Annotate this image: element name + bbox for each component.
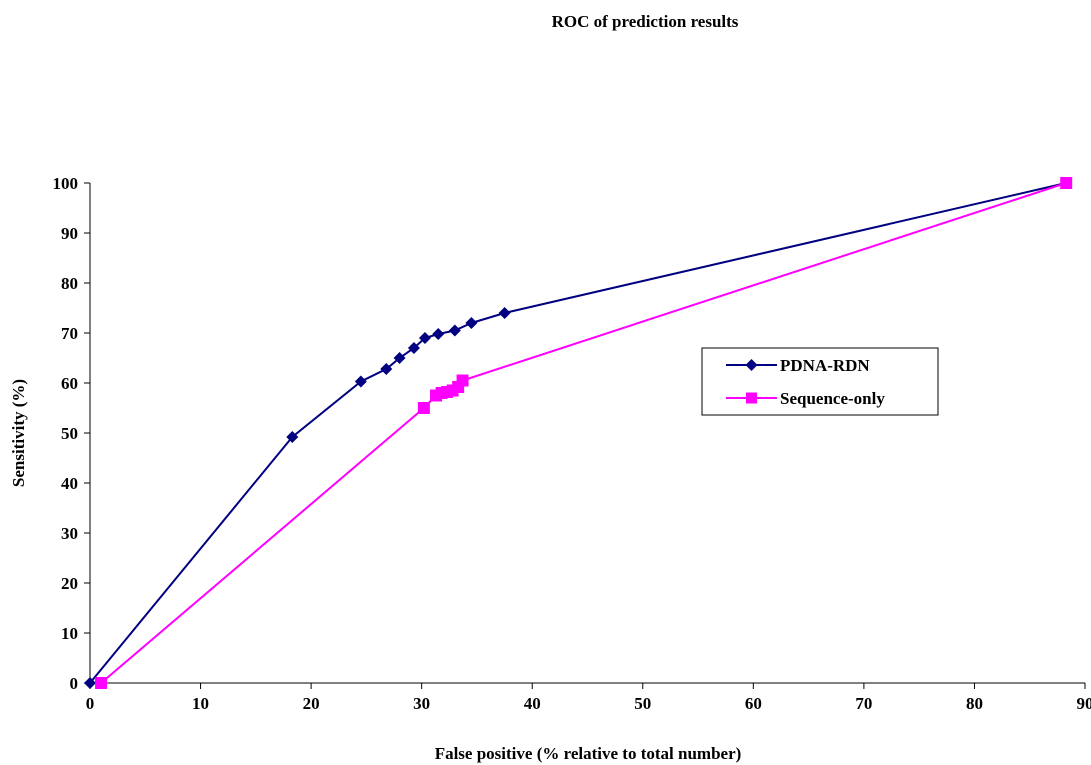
point-sequence-only [95, 677, 108, 689]
chart-title: ROC of prediction results [552, 12, 739, 31]
point-pdna-rdn [354, 375, 367, 388]
legend-label-pdna-rdn: PDNA-RDN [780, 356, 870, 375]
legend-box [701, 347, 939, 416]
point-pdna-rdn [498, 307, 511, 319]
y-axis-title: Sensitivity (%) [9, 379, 28, 487]
y-tick-label: 40 [61, 474, 78, 493]
legend: PDNA-RDN Sequence-only [701, 347, 939, 416]
y-tick-label: 100 [53, 174, 79, 193]
x-tick-label: 40 [524, 694, 541, 713]
series-layer [84, 177, 1073, 689]
point-pdna-rdn [286, 431, 299, 443]
point-pdna-rdn [465, 317, 478, 329]
point-pdna-rdn [418, 332, 431, 344]
point-pdna-rdn [432, 328, 445, 340]
x-tick-label: 10 [192, 694, 209, 713]
point-pdna-rdn [380, 363, 393, 375]
x-tick-label: 80 [966, 694, 983, 713]
legend-marker-sequence-only [746, 392, 757, 404]
y-tick-label: 60 [61, 374, 78, 393]
x-tick-label: 30 [413, 694, 430, 713]
x-tick-label: 60 [745, 694, 762, 713]
y-tick-label: 90 [61, 224, 78, 243]
series-line-sequence-only [100, 182, 1067, 684]
plot-area: 0 10 20 30 40 50 60 70 80 90 0 10 20 30 40 50 60 70 80 90 1… [53, 174, 1091, 713]
x-tick-label: 20 [303, 694, 320, 713]
y-tick-label: 10 [61, 624, 78, 643]
point-sequence-only [456, 374, 469, 387]
point-sequence-only [417, 402, 430, 414]
point-pdna-rdn [407, 342, 420, 354]
y-tick-label: 0 [70, 674, 79, 693]
series-line-pdna-rdn [89, 182, 1067, 684]
x-tick-label: 0 [86, 694, 95, 713]
y-tick-label: 30 [61, 524, 78, 543]
y-tick-label: 80 [61, 274, 78, 293]
x-axis-title: False positive (% relative to total numb… [435, 744, 742, 763]
y-tick-label: 70 [61, 324, 78, 343]
x-tick-label: 90 [1077, 694, 1091, 713]
point-sequence-only [1060, 177, 1073, 189]
legend-label-sequence-only: Sequence-only [780, 389, 885, 408]
y-tick-label: 20 [61, 574, 78, 593]
y-tick-label: 50 [61, 424, 78, 443]
y-ticks: 0 10 20 30 40 50 60 70 80 90 100 [53, 174, 90, 693]
legend-marker-pdna-rdn [745, 359, 758, 371]
x-tick-label: 70 [855, 694, 872, 713]
point-pdna-rdn [448, 324, 461, 337]
x-ticks: 0 10 20 30 40 50 60 70 80 90 [86, 683, 1091, 713]
point-pdna-rdn [84, 677, 96, 689]
x-tick-label: 50 [634, 694, 651, 713]
point-pdna-rdn [393, 352, 406, 364]
